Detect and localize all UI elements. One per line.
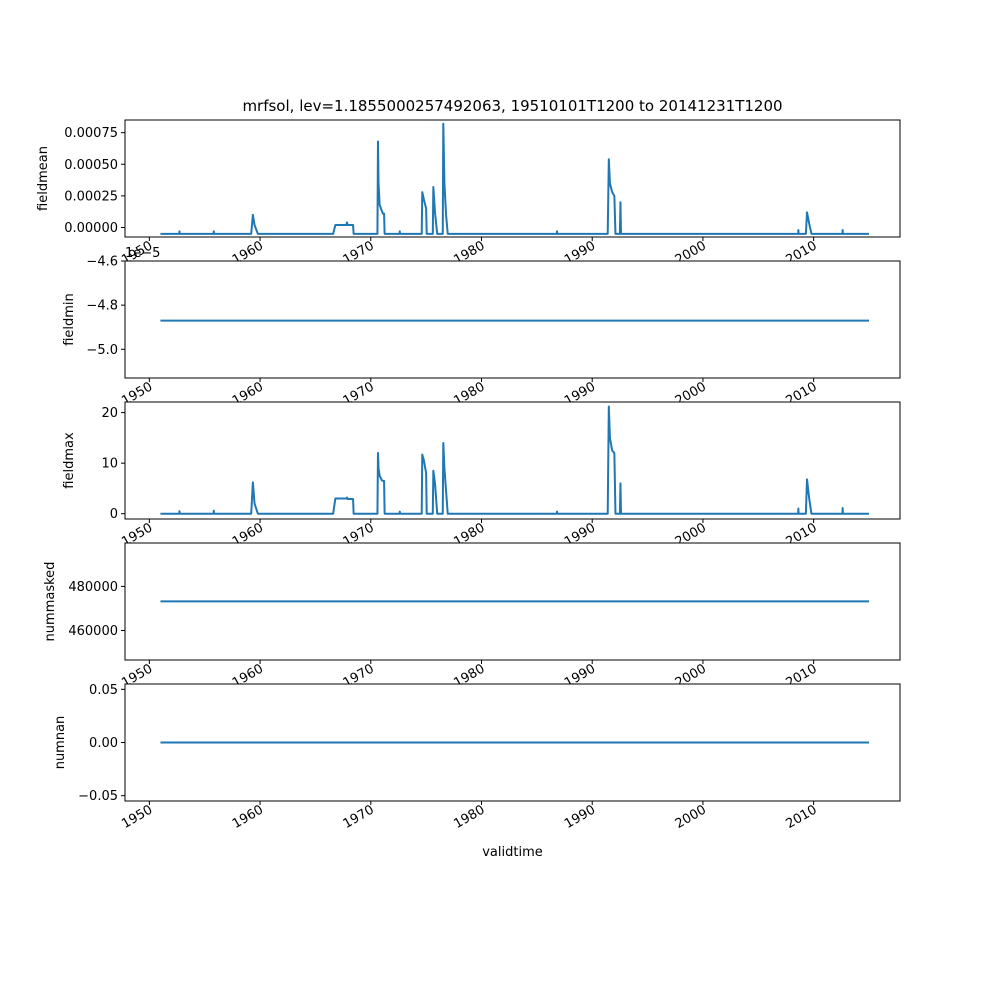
axes-background xyxy=(125,261,900,378)
axes-background xyxy=(125,402,900,519)
y-axis-label: fieldmin xyxy=(62,293,77,346)
y-tick-label: −5.0 xyxy=(86,343,118,358)
y-tick-label: −4.6 xyxy=(86,255,118,270)
y-tick-label: 460000 xyxy=(68,624,118,639)
y-tick-label: 480000 xyxy=(68,580,118,595)
axes-frame xyxy=(124,542,901,661)
y-tick-label: 0 xyxy=(110,507,118,522)
y-tick-label: 0.05 xyxy=(89,683,118,698)
series-line-fieldmean xyxy=(160,122,869,235)
axes-frame xyxy=(124,119,901,238)
subplot-fieldmin: 1950 1960 1970 1980 1990 2000 2010−4.6−4.8−5.0… xyxy=(62,246,901,409)
y-axis-label: fieldmean xyxy=(36,146,51,211)
y-tick-label: 0.00075 xyxy=(64,126,118,141)
y-offset-text: 1e−5 xyxy=(125,246,160,261)
y-tick-label: −4.8 xyxy=(86,299,118,314)
y-tick-label: 0.00 xyxy=(89,736,118,751)
figure-title: mrfsol, lev=1.1855000257492063, 19510101… xyxy=(242,97,782,115)
axes-frame xyxy=(124,260,901,379)
x-axis-label: validtime xyxy=(482,845,543,860)
subplot-grid: 1950 1960 1970 1980 1990 2000 20100.000000.000… xyxy=(36,119,901,860)
y-axis-label: fieldmax xyxy=(62,432,77,489)
series-line-fieldmax xyxy=(160,405,869,515)
subplot-nummasked: 1950 1960 1970 1980 1990 2000 2010460000480000… xyxy=(43,542,901,691)
y-tick-label: 20 xyxy=(101,406,118,421)
y-axis-label: numnan xyxy=(53,716,68,770)
axes-frame xyxy=(124,401,901,520)
y-tick-label: −0.05 xyxy=(78,789,118,804)
y-tick-label: 0.00000 xyxy=(64,221,118,236)
y-axis-label: nummasked xyxy=(43,562,58,642)
y-tick-label: 0.00050 xyxy=(64,158,118,173)
y-tick-label: 0.00025 xyxy=(64,189,118,204)
y-tick-label: 10 xyxy=(101,457,118,472)
